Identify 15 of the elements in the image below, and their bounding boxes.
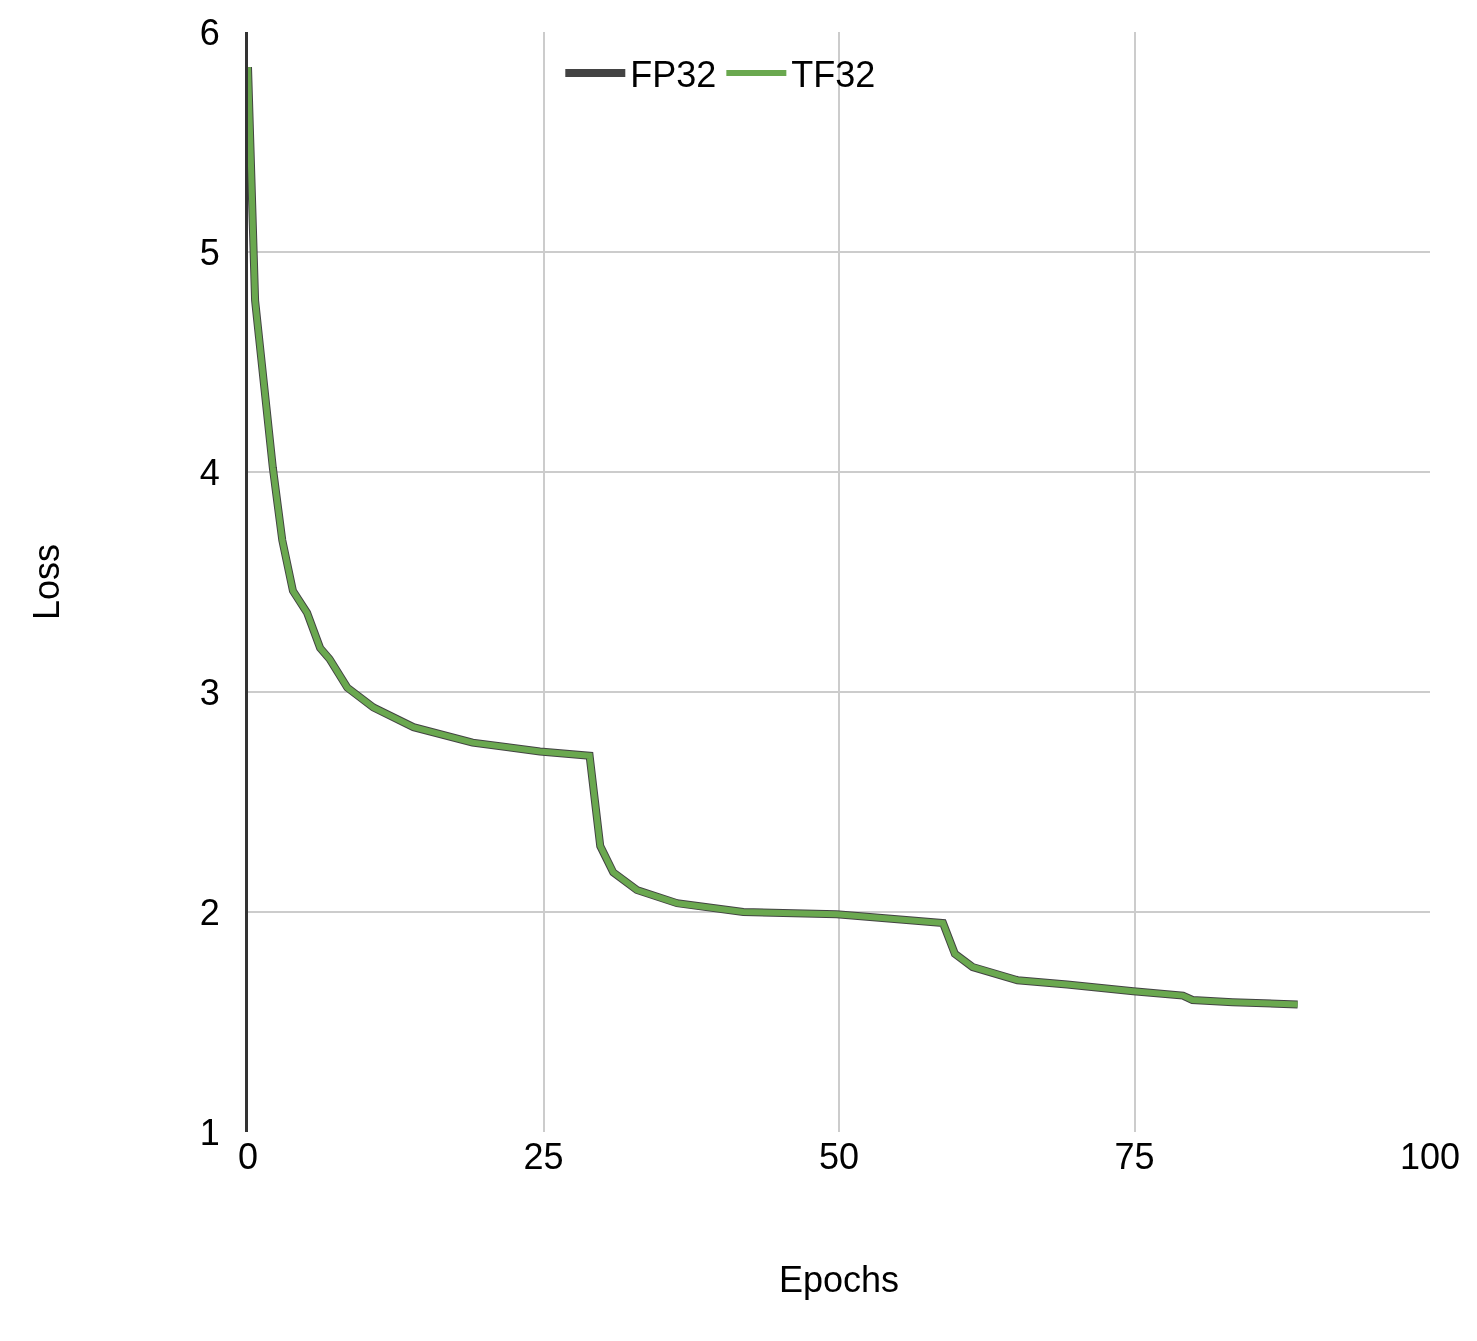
legend-label: TF32 [791,53,876,95]
x-tick-label: 25 [523,1136,564,1177]
y-axis-title: Loss [25,543,67,621]
y-tick-label: 1 [199,1111,220,1153]
legend-label: FP32 [630,53,717,95]
y-tick-label: 6 [199,11,220,53]
y-tick-label: 4 [199,451,220,493]
x-axis-title: Epochs [778,1258,900,1300]
x-tick-label: 100 [1399,1136,1461,1177]
x-tick-label: 50 [818,1136,860,1177]
y-tick-label: 2 [199,891,220,933]
y-tick-label: 3 [199,671,220,713]
x-tick-label: 75 [1114,1136,1155,1177]
y-tick-label: 5 [199,231,220,273]
x-tick-label: 0 [237,1136,259,1177]
